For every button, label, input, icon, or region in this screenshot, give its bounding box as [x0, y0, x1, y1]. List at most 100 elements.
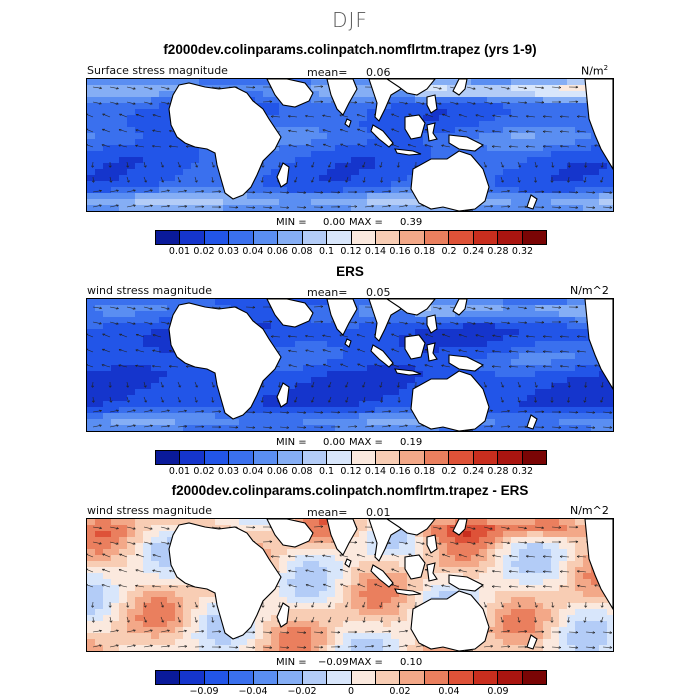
field-cell: [303, 299, 312, 306]
field-cell: [567, 585, 576, 592]
field-cell: [95, 97, 104, 104]
field-cell: [431, 371, 440, 378]
field-cell: [135, 299, 144, 306]
wind-vector: [475, 334, 485, 338]
field-cell: [551, 133, 560, 140]
field-cell: [383, 115, 392, 122]
wind-vector-head: [115, 204, 119, 207]
field-cell: [399, 543, 408, 550]
field-cell: [351, 353, 360, 360]
field-cell: [143, 525, 152, 532]
field-cell: [375, 163, 384, 170]
wind-vector: [543, 336, 553, 338]
field-cell: [239, 205, 248, 211]
wind-vector: [483, 381, 487, 388]
field-cell: [519, 407, 528, 414]
field-cell: [311, 323, 320, 330]
wind-vector-head: [98, 424, 102, 427]
field-cell: [463, 121, 472, 128]
field-cell: [319, 115, 328, 122]
field-cell: [319, 187, 328, 194]
panel-1-mean-value: 0.06: [366, 66, 391, 79]
field-cell: [295, 139, 304, 146]
wind-vector-head: [310, 385, 315, 388]
wind-vector-head: [472, 87, 476, 90]
field-cell: [591, 187, 600, 194]
field-cell: [111, 151, 120, 158]
wind-vector: [500, 396, 504, 403]
land-java: [394, 148, 422, 156]
field-cell: [143, 85, 152, 92]
field-cell: [527, 365, 536, 372]
wind-vector: [328, 381, 332, 388]
field-cell: [527, 537, 536, 544]
field-cell: [319, 389, 328, 396]
field-cell: [527, 85, 536, 92]
wind-vector-head: [371, 204, 374, 208]
field-cell: [215, 401, 224, 408]
field-cell: [575, 187, 584, 194]
field-cell: [535, 103, 544, 110]
field-cell: [519, 401, 528, 408]
field-cell: [559, 311, 568, 318]
wind-vector: [118, 364, 128, 368]
field-cell: [527, 145, 536, 152]
field-cell: [175, 579, 184, 586]
wind-vector-head: [132, 87, 136, 90]
field-cell: [95, 329, 104, 336]
wind-vector: [194, 190, 204, 193]
colorbar-swatch: [449, 451, 474, 464]
wind-vector: [458, 349, 468, 353]
field-cell: [127, 353, 136, 360]
field-cell: [415, 579, 424, 586]
field-cell: [479, 585, 488, 592]
field-cell: [319, 371, 328, 378]
field-cell: [175, 157, 184, 164]
wind-vector: [126, 381, 129, 388]
wind-vector-head: [404, 424, 408, 428]
field-cell: [559, 407, 568, 414]
wind-vector-head: [288, 349, 291, 353]
wind-vector-head: [261, 385, 265, 388]
field-cell: [543, 537, 552, 544]
field-cell: [535, 389, 544, 396]
field-cell: [567, 425, 576, 431]
field-cell: [519, 365, 528, 372]
wind-vector: [311, 396, 315, 403]
field-cell: [551, 169, 560, 176]
field-cell: [383, 413, 392, 420]
field-cell: [527, 169, 536, 176]
field-cell: [463, 525, 472, 532]
field-cell: [199, 519, 208, 526]
colorbar-tick-label: 0.12: [340, 246, 362, 257]
field-cell: [111, 169, 120, 176]
land-china: [386, 79, 436, 96]
field-cell: [151, 567, 160, 574]
wind-vector-head: [541, 410, 545, 414]
field-cell: [135, 413, 144, 420]
field-cell: [255, 395, 264, 402]
field-cell: [319, 139, 328, 146]
field-cell: [423, 205, 432, 211]
field-cell: [135, 305, 144, 312]
wind-vector: [500, 206, 510, 208]
field-cell: [111, 519, 120, 526]
field-cell: [295, 175, 304, 182]
field-cell: [343, 127, 352, 134]
field-cell: [495, 151, 504, 158]
field-cell: [271, 425, 280, 431]
field-cell: [391, 383, 400, 390]
field-cell: [167, 591, 176, 598]
field-cell: [319, 335, 328, 342]
wind-vector: [534, 86, 544, 89]
field-cell: [591, 151, 600, 158]
field-cell: [127, 579, 136, 586]
field-cell: [199, 401, 208, 408]
wind-vector-head: [558, 100, 562, 104]
wind-vector-head: [166, 307, 170, 310]
field-cell: [135, 145, 144, 152]
field-cell: [159, 395, 168, 402]
field-cell: [279, 109, 288, 116]
field-cell: [271, 371, 280, 378]
field-cell: [95, 305, 104, 312]
